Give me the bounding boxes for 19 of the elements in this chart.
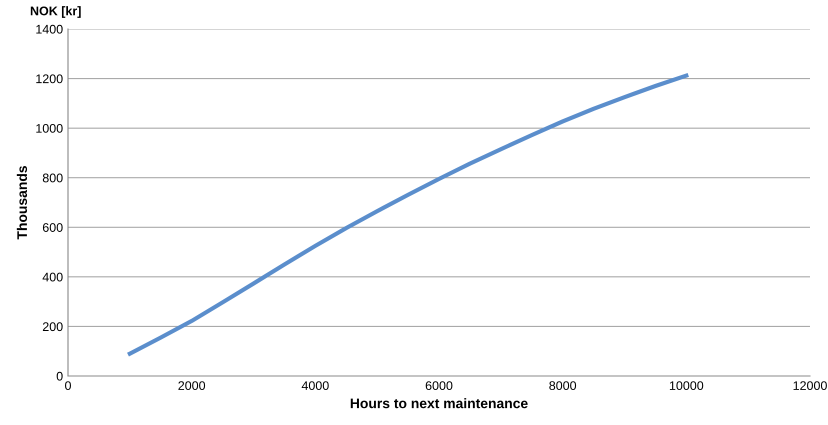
x-axis-title: Hours to next maintenance [350,398,528,408]
x-tick-label: 10000 [670,381,704,390]
x-tick-label: 0 [65,381,71,390]
text: NOK [kr] [30,6,81,18]
x-tick-label: 8000 [549,381,576,390]
y-tick-label: 200 [42,322,63,332]
y-tick-label: 0 [56,372,63,381]
y-tick-label: 600 [42,223,63,232]
line-series [128,74,688,356]
y-tick-label: 1000 [36,124,63,133]
x-tick-label: 6000 [426,381,452,390]
y-tick-label: 1200 [36,74,63,84]
y-axis-title: Thousands [16,166,28,240]
x-tick-label: 4000 [302,381,329,390]
y-tick-label: 1400 [36,24,63,34]
y-tick-label: 400 [42,272,63,282]
x-tick-label: 2000 [178,381,206,390]
x-tick-label: 12000 [794,381,827,390]
y-tick-label: 800 [42,174,63,182]
